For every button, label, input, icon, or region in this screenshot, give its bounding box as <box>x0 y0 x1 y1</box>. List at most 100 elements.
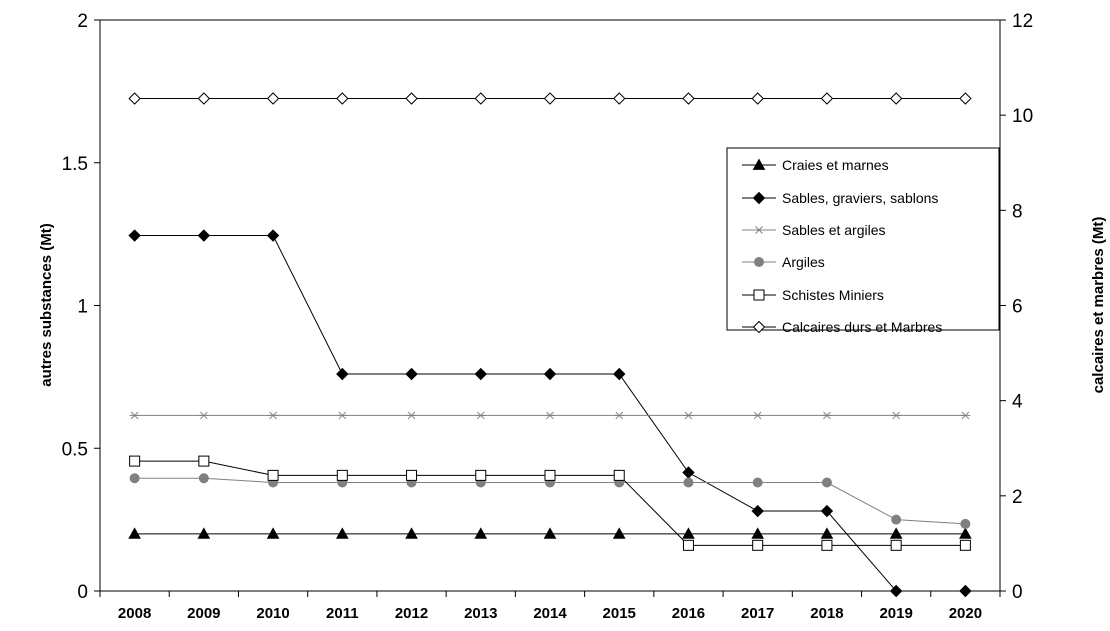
data-point <box>682 539 694 551</box>
x-axis: 2008 2009 2010 2011 2012 2013 2014 2015 2016 2017… <box>99 591 1001 622</box>
data-point <box>613 469 625 481</box>
legend-label: Craies et marnes <box>782 157 889 173</box>
legend: Craies et marnes Sables, graviers, sablon… <box>726 147 1000 335</box>
x-tick-label: 2014 <box>533 605 567 622</box>
data-point <box>198 455 210 467</box>
data-point <box>197 527 211 539</box>
legend-label: Sables, graviers, sablons <box>782 190 938 206</box>
y-axis-left: 0 0.5 1 1.5 2 <box>62 11 100 603</box>
data-point <box>129 455 141 467</box>
data-point <box>267 469 279 481</box>
data-point <box>197 229 211 242</box>
data-point <box>405 367 418 381</box>
data-point <box>960 518 971 529</box>
y2-tick-label: 10 <box>1012 106 1033 127</box>
legend-marker <box>754 226 764 234</box>
series-2 <box>129 411 971 420</box>
data-point <box>543 527 557 539</box>
legend-item: Sables et argiles <box>742 222 886 238</box>
x-tick-label: 2010 <box>256 605 289 622</box>
y2-tick-label: 12 <box>1012 11 1033 32</box>
series-1 <box>128 229 972 598</box>
data-point <box>891 514 902 525</box>
data-point <box>820 92 834 105</box>
legend-label: Calcaires durs et Marbres <box>782 319 942 335</box>
x-tick-label: 2009 <box>187 605 220 622</box>
y2-tick-label: 4 <box>1012 392 1023 413</box>
legend-label: Sables et argiles <box>782 222 886 238</box>
legend-marker <box>752 191 766 205</box>
data-point <box>959 92 972 105</box>
data-point <box>266 527 280 539</box>
data-point <box>959 584 972 598</box>
data-point <box>613 367 626 381</box>
data-point <box>682 527 695 539</box>
data-point <box>406 411 417 420</box>
data-point <box>959 539 971 551</box>
x-tick-label: 2012 <box>395 605 428 622</box>
data-point <box>543 367 557 381</box>
data-point <box>682 92 695 105</box>
series-4 <box>129 455 971 551</box>
legend-item: Sables, graviers, sablons <box>742 190 938 206</box>
data-point <box>475 469 487 481</box>
data-point <box>683 411 694 420</box>
data-point <box>889 584 903 598</box>
data-point <box>960 411 971 420</box>
data-point <box>821 411 832 420</box>
x-tick-label: 2008 <box>118 605 151 622</box>
data-point <box>405 527 418 539</box>
x-tick-label: 2015 <box>603 605 636 622</box>
data-point <box>474 92 487 105</box>
legend-marker <box>752 158 766 170</box>
y2-tick-label: 2 <box>1012 487 1023 508</box>
data-point <box>889 527 903 539</box>
data-point <box>129 411 140 420</box>
y-tick-label: 0 <box>77 582 88 603</box>
legend-label: Schistes Miniers <box>782 287 884 303</box>
data-point <box>959 527 972 539</box>
y2-tick-label: 0 <box>1012 582 1023 603</box>
data-point <box>198 411 209 420</box>
data-point <box>890 539 902 551</box>
data-point <box>335 527 349 539</box>
data-point <box>128 527 141 539</box>
data-point <box>751 504 764 518</box>
y-tick-label: 1 <box>77 297 88 318</box>
data-point <box>752 411 763 420</box>
data-point <box>543 92 557 105</box>
legend-box <box>726 147 1000 331</box>
legend-item: Schistes Miniers <box>742 287 884 303</box>
legend-item: Craies et marnes <box>742 157 889 173</box>
legend-label: Argiles <box>782 254 825 270</box>
y2-tick-label: 6 <box>1012 297 1023 318</box>
data-point <box>197 92 211 105</box>
series-layer <box>128 92 972 598</box>
data-point <box>405 92 418 105</box>
data-point <box>752 539 764 551</box>
data-point <box>129 473 140 484</box>
data-point <box>821 477 832 488</box>
data-point <box>752 477 763 488</box>
data-point <box>891 411 902 420</box>
y-tick-label: 1.5 <box>62 154 88 175</box>
data-point <box>751 92 764 105</box>
data-point <box>821 539 833 551</box>
series-0 <box>128 527 972 539</box>
data-point <box>336 92 349 105</box>
data-point <box>545 411 555 420</box>
data-point <box>474 527 488 539</box>
data-point <box>128 229 141 242</box>
legend-marker <box>753 289 765 301</box>
data-point <box>889 92 903 105</box>
x-tick-label: 2019 <box>879 605 912 622</box>
data-point <box>820 504 834 518</box>
data-point <box>613 92 626 105</box>
data-point <box>198 473 209 484</box>
x-tick-label: 2011 <box>326 605 359 622</box>
data-point <box>820 527 834 539</box>
data-point <box>475 411 486 420</box>
x-tick-label: 2018 <box>810 605 843 622</box>
series-5 <box>128 92 972 105</box>
